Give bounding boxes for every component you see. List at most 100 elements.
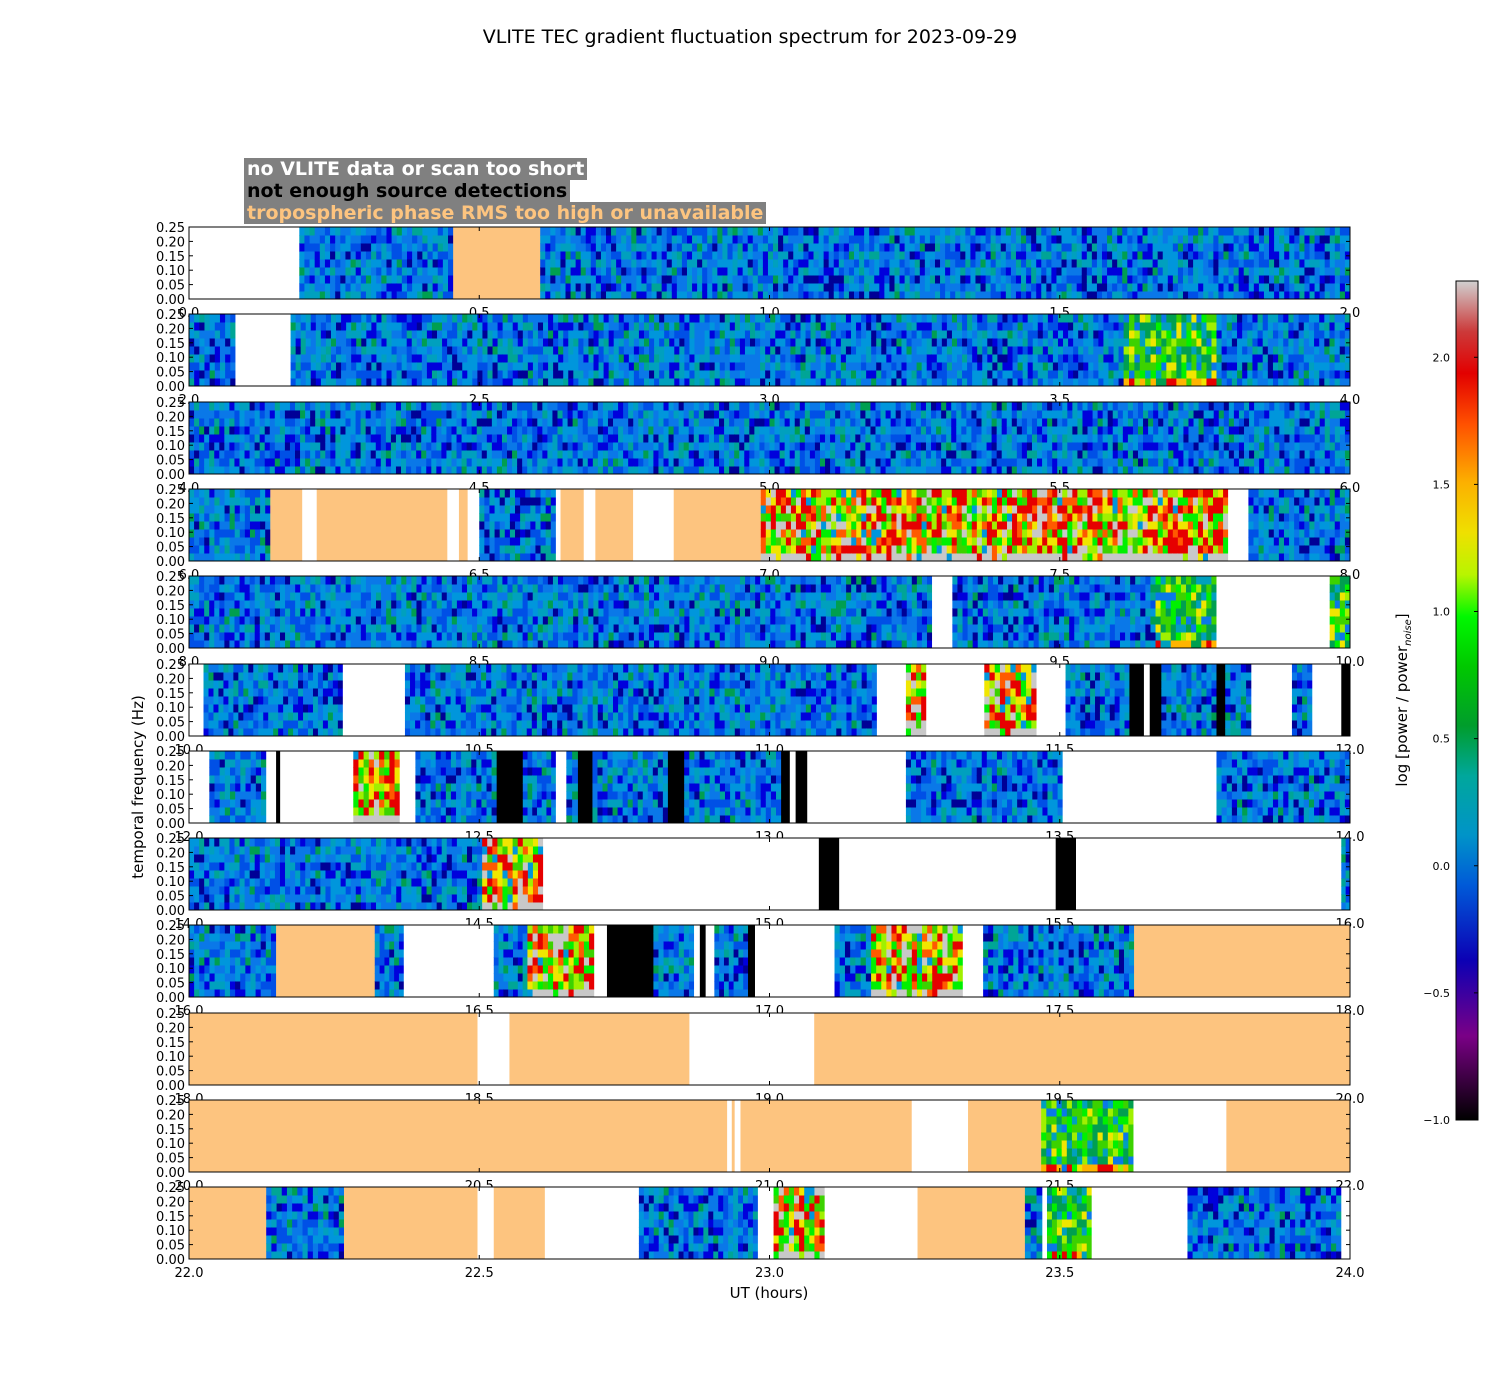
spectrum-cell bbox=[366, 370, 372, 379]
spectrum-cell bbox=[744, 466, 750, 475]
spectrum-cell bbox=[799, 442, 806, 451]
spectrum-cell bbox=[967, 354, 973, 363]
spectrum-cell bbox=[437, 259, 444, 268]
spectrum-cell bbox=[391, 243, 398, 252]
spectrum-cell bbox=[1086, 275, 1093, 284]
spectrum-cell bbox=[371, 267, 377, 276]
spectrum-cell bbox=[1147, 227, 1154, 236]
spectrum-cell bbox=[1127, 227, 1133, 236]
spectrum-cell bbox=[1037, 338, 1044, 347]
spectrum-cell bbox=[512, 466, 518, 475]
spectrum-cell bbox=[1329, 370, 1336, 379]
spectrum-cell bbox=[818, 291, 825, 300]
spectrum-cell bbox=[866, 354, 872, 363]
spectrum-cell bbox=[1196, 346, 1202, 355]
spectrum-cell bbox=[507, 354, 514, 363]
spectrum-cell bbox=[416, 346, 423, 355]
spectrum-cell bbox=[437, 322, 443, 331]
spectrum-cell bbox=[1329, 251, 1336, 260]
spectrum-cell bbox=[491, 466, 498, 475]
spectrum-cell bbox=[654, 370, 660, 379]
spectrum-cell bbox=[855, 434, 861, 443]
spectrum-cell bbox=[411, 458, 417, 467]
spectrum-cell bbox=[848, 243, 855, 252]
spectrum-cell bbox=[914, 291, 921, 300]
spectrum-cell bbox=[855, 410, 861, 419]
spectrum-cell bbox=[1262, 338, 1269, 347]
spectrum-cell bbox=[875, 434, 882, 443]
spectrum-cell bbox=[957, 338, 963, 347]
spectrum-cell bbox=[447, 322, 453, 331]
spectrum-cell bbox=[904, 227, 911, 236]
spectrum-cell bbox=[310, 322, 317, 331]
spectrum-cell bbox=[693, 410, 700, 419]
spectrum-cell bbox=[1091, 291, 1098, 300]
spectrum-cell bbox=[583, 338, 589, 347]
spectrum-cell bbox=[891, 370, 897, 379]
spectrum-cell bbox=[1272, 354, 1279, 363]
spectrum-cell bbox=[747, 275, 754, 284]
spectrum-cell bbox=[616, 259, 622, 268]
spectrum-cell bbox=[381, 267, 387, 276]
spectrum-cell bbox=[754, 458, 760, 467]
spectrum-cell bbox=[809, 426, 816, 435]
spectrum-cell bbox=[345, 227, 352, 236]
spectrum-cell bbox=[360, 291, 367, 300]
spectrum-cell bbox=[975, 227, 982, 236]
spectrum-cell bbox=[588, 346, 594, 355]
spectrum-cell bbox=[749, 426, 755, 435]
spectrum-cell bbox=[713, 458, 720, 467]
spectrum-cell bbox=[1213, 267, 1219, 276]
spectrum-cell bbox=[189, 410, 195, 419]
spectrum-cell bbox=[664, 330, 670, 339]
spectrum-cell bbox=[299, 243, 305, 252]
spectrum-cell bbox=[1017, 362, 1024, 371]
spectrum-cell bbox=[789, 434, 796, 443]
spectrum-cell bbox=[921, 346, 928, 355]
spectrum-cell bbox=[945, 235, 951, 244]
spectrum-cell bbox=[442, 346, 448, 355]
spectrum-cell bbox=[522, 442, 528, 451]
spectrum-cell bbox=[1032, 330, 1039, 339]
spectrum-cell bbox=[688, 434, 695, 443]
spectrum-cell bbox=[671, 267, 678, 276]
spectrum-cell bbox=[375, 458, 382, 467]
spectrum-cell bbox=[578, 378, 584, 387]
spectrum-cell bbox=[734, 370, 741, 379]
spectrum-cell bbox=[616, 291, 622, 300]
spectrum-cell bbox=[366, 330, 372, 339]
spectrum-cell bbox=[335, 275, 341, 284]
spectrum-cell bbox=[305, 354, 312, 363]
spectrum-cell bbox=[447, 314, 453, 323]
spectrum-cell bbox=[1309, 259, 1316, 268]
spectrum-cell bbox=[1228, 251, 1235, 260]
spectrum-cell bbox=[673, 450, 680, 459]
spectrum-cell bbox=[542, 450, 548, 459]
spectrum-cell bbox=[1057, 362, 1064, 371]
spectrum-cell bbox=[1123, 370, 1130, 379]
spectrum-cell bbox=[737, 291, 744, 300]
spectrum-cell bbox=[1206, 370, 1212, 379]
spectrum-cell bbox=[269, 418, 276, 427]
spectrum-cell bbox=[320, 330, 327, 339]
spectrum-cell bbox=[875, 426, 882, 435]
spectrum-cell bbox=[274, 450, 281, 459]
spectrum-cell bbox=[769, 458, 776, 467]
spectrum-panel: 0.000.050.100.150.200.254.04.55.05.56.0 bbox=[156, 396, 1360, 496]
spectrum-cell bbox=[742, 243, 749, 252]
spectrum-cell bbox=[575, 267, 582, 276]
spectrum-cell bbox=[656, 259, 663, 268]
spectrum-cell bbox=[1242, 362, 1248, 371]
spectrum-cell bbox=[1231, 338, 1238, 347]
spectrum-cell bbox=[651, 283, 658, 292]
spectrum-cell bbox=[512, 442, 518, 451]
spectrum-cell bbox=[1283, 314, 1289, 323]
spectrum-cell bbox=[1213, 251, 1219, 260]
spectrum-cell bbox=[1196, 322, 1202, 331]
spectrum-cell bbox=[987, 378, 993, 387]
spectrum-cell bbox=[1237, 346, 1243, 355]
spectrum-cell bbox=[995, 267, 1002, 276]
spectrum-cell bbox=[762, 267, 769, 276]
spectrum-cell bbox=[909, 259, 916, 268]
spectrum-cell bbox=[1221, 346, 1228, 355]
